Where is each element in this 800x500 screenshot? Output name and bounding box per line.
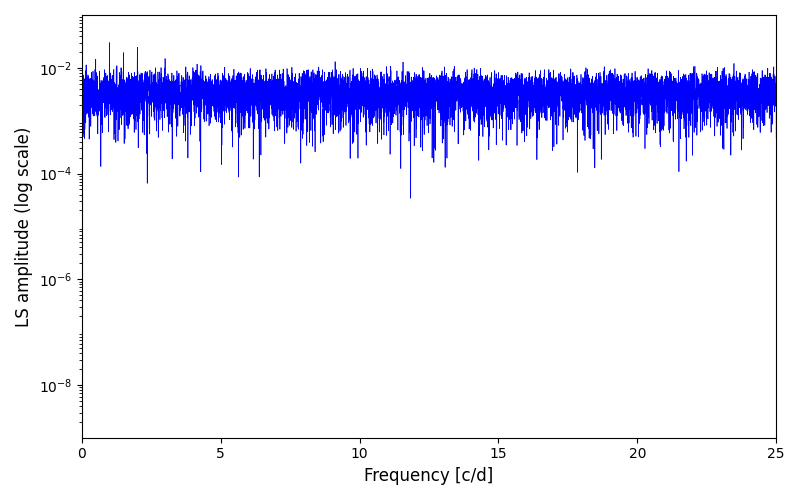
X-axis label: Frequency [c/d]: Frequency [c/d] [364, 467, 494, 485]
Y-axis label: LS amplitude (log scale): LS amplitude (log scale) [15, 126, 33, 326]
